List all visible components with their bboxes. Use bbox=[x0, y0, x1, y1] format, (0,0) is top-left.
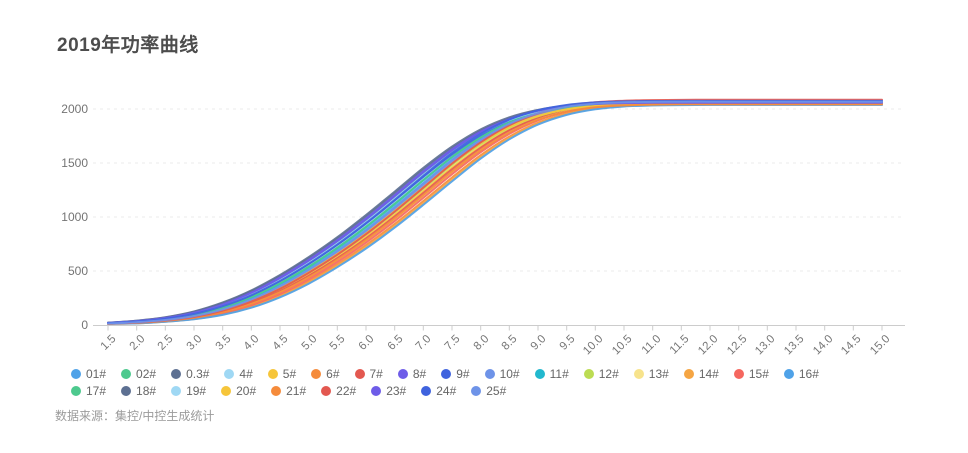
legend-dot-icon bbox=[484, 368, 495, 379]
legend-item-7#[interactable]: 7# bbox=[354, 366, 383, 381]
legend-dot-icon bbox=[683, 368, 694, 379]
legend-dot-icon bbox=[71, 368, 81, 379]
legend-item-02#[interactable]: 02# bbox=[121, 367, 156, 381]
legend-label: 6# bbox=[326, 366, 340, 381]
legend-label: 8# bbox=[412, 366, 427, 381]
legend-label: 02# bbox=[136, 366, 157, 381]
legend-item-13#[interactable]: 13# bbox=[633, 366, 669, 381]
series-line-22#[interactable] bbox=[107, 98, 883, 325]
legend-item-12#[interactable]: 12# bbox=[583, 366, 619, 381]
legend-label: 13# bbox=[648, 366, 669, 381]
series-line-21#[interactable] bbox=[107, 103, 883, 325]
legend-label: 21# bbox=[286, 383, 307, 398]
legend-item-6#[interactable]: 6# bbox=[311, 366, 340, 381]
chart-legend: 01# 02# 0.3# 4# 5# 6# 7# 8# 9# 10# 11# 12# 13# 14# 15#… bbox=[71, 365, 931, 399]
legend-dot-icon bbox=[471, 385, 482, 396]
legend-dot-icon bbox=[371, 385, 382, 396]
legend-item-9#[interactable]: 9# bbox=[441, 366, 470, 381]
legend-dot-icon bbox=[321, 385, 332, 396]
legend-label: 5# bbox=[282, 366, 297, 381]
legend-dot-icon bbox=[121, 385, 132, 396]
legend-label: 7# bbox=[369, 366, 383, 381]
legend-item-19#[interactable]: 19# bbox=[171, 384, 206, 398]
legend-dot-icon bbox=[633, 368, 644, 379]
legend-dot-icon bbox=[271, 385, 282, 396]
legend-dot-icon bbox=[171, 368, 182, 379]
chart-title: 2019年功率曲线 bbox=[57, 35, 199, 56]
legend-dot-icon bbox=[397, 368, 408, 379]
legend-label: 14# bbox=[698, 366, 719, 381]
legend-label: 9# bbox=[456, 366, 470, 381]
legend-dot-icon bbox=[421, 385, 432, 396]
legend-label: 4# bbox=[239, 366, 253, 381]
legend-item-4#[interactable]: 4# bbox=[224, 366, 253, 381]
y-axis-label-2000: 2000 bbox=[61, 102, 88, 116]
legend-item-21#[interactable]: 21# bbox=[271, 384, 306, 398]
legend-label: 15# bbox=[748, 366, 769, 381]
legend-row-2: 17# 18# 19# 20# 21# 22# 23# 24# 25# bbox=[71, 382, 931, 399]
legend-dot-icon bbox=[267, 368, 278, 379]
y-axis-label-0: 0 bbox=[81, 318, 88, 332]
legend-label: 10# bbox=[499, 366, 520, 381]
data-source-note: 数据来源：集控/中控生成统计 bbox=[55, 409, 215, 423]
y-axis-label-1500: 1500 bbox=[61, 156, 88, 170]
legend-label: 20# bbox=[236, 383, 257, 398]
legend-label: 17# bbox=[86, 383, 107, 398]
legend-item-8#[interactable]: 8# bbox=[397, 366, 427, 381]
legend-dot-icon bbox=[71, 385, 81, 396]
legend-dot-icon bbox=[733, 368, 744, 379]
legend-row-1: 01# 02# 0.3# 4# 5# 6# 7# 8# 9# 10# 11# 12# 13# 14# 15#… bbox=[71, 365, 931, 382]
legend-label: 18# bbox=[136, 383, 157, 398]
legend-label: 0.3# bbox=[186, 366, 210, 381]
legend-item-20#[interactable]: 20# bbox=[221, 384, 256, 398]
legend-dot-icon bbox=[534, 368, 545, 379]
legend-label: 22# bbox=[336, 383, 357, 398]
legend-dot-icon bbox=[354, 368, 365, 379]
legend-label: 12# bbox=[598, 366, 619, 381]
series-line-25#[interactable] bbox=[107, 100, 883, 325]
legend-item-17#[interactable]: 17# bbox=[71, 384, 106, 398]
y-axis-label-1000: 1000 bbox=[61, 210, 88, 224]
legend-item-24#[interactable]: 24# bbox=[421, 384, 456, 398]
legend-item-23#[interactable]: 23# bbox=[371, 384, 406, 398]
legend-item-5#[interactable]: 5# bbox=[267, 366, 297, 381]
series-line-5#[interactable] bbox=[107, 103, 883, 325]
y-axis-label-500: 500 bbox=[67, 264, 88, 278]
legend-label: 11# bbox=[549, 366, 569, 381]
legend-dot-icon bbox=[783, 368, 794, 379]
legend-label: 16# bbox=[798, 366, 819, 381]
legend-label: 25# bbox=[486, 383, 507, 398]
legend-item-22#[interactable]: 22# bbox=[321, 384, 356, 398]
legend-dot-icon bbox=[171, 385, 182, 396]
legend-dot-icon bbox=[441, 368, 452, 379]
legend-label: 24# bbox=[436, 383, 457, 398]
legend-item-25#[interactable]: 25# bbox=[471, 384, 506, 398]
legend-item-10#[interactable]: 10# bbox=[484, 366, 520, 381]
legend-dot-icon bbox=[224, 368, 235, 379]
legend-dot-icon bbox=[121, 368, 132, 379]
legend-dot-icon bbox=[221, 385, 232, 396]
legend-label: 19# bbox=[186, 383, 207, 398]
legend-label: 01# bbox=[86, 366, 107, 381]
legend-item-18#[interactable]: 18# bbox=[121, 384, 156, 398]
legend-item-16#[interactable]: 16# bbox=[783, 366, 819, 381]
legend-item-01#[interactable]: 01# bbox=[71, 367, 106, 381]
legend-item-14#[interactable]: 14# bbox=[683, 366, 719, 381]
legend-dot-icon bbox=[311, 368, 322, 379]
legend-item-0.3#[interactable]: 0.3# bbox=[171, 367, 209, 381]
legend-item-11#[interactable]: 11# bbox=[534, 366, 569, 381]
legend-dot-icon bbox=[583, 368, 594, 379]
legend-label: 23# bbox=[386, 383, 407, 398]
legend-item-15#[interactable]: 15# bbox=[733, 366, 769, 381]
